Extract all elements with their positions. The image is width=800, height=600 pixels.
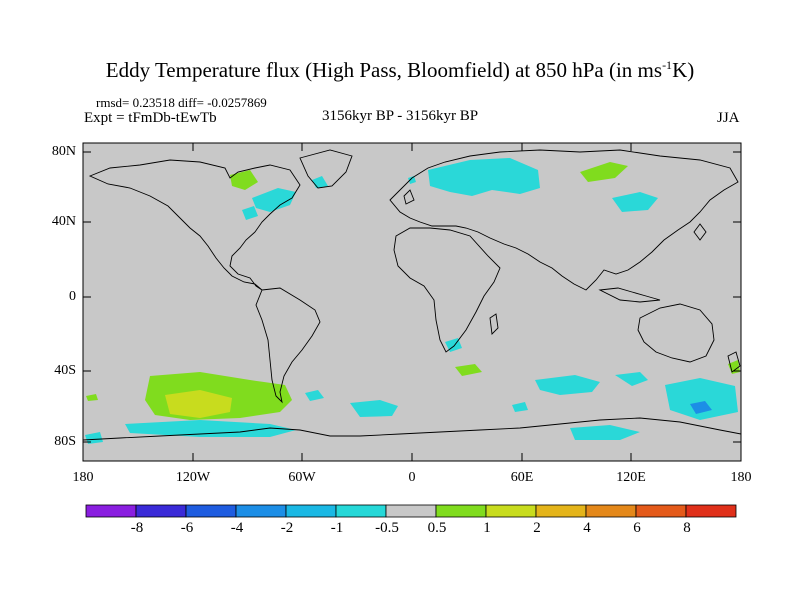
colorbar-swatch	[535, 504, 587, 518]
antarctic-cyan-patch-2	[512, 402, 528, 412]
colorbar-swatch	[185, 504, 237, 518]
colorbar-swatch	[335, 504, 387, 518]
australia-south-cyan-patch	[665, 378, 738, 420]
lon-label-120e: 120E	[616, 470, 646, 485]
lat-label-80s: 80S	[54, 434, 76, 449]
colorbar-swatch	[285, 504, 337, 518]
lon-label-120w: 120W	[175, 470, 211, 485]
southern-pacific-cyan-patch	[125, 420, 296, 437]
lat-label-40s: 40S	[54, 363, 76, 378]
colorbar	[85, 504, 737, 518]
uk-coastline	[403, 189, 415, 205]
canada-cyan-patch	[252, 188, 296, 212]
colorbar-label: -8	[130, 520, 144, 536]
coastlines	[82, 149, 742, 441]
colorbar-swatch	[435, 504, 487, 518]
colorbar-label: -1	[330, 520, 344, 536]
lon-label-60w: 60W	[288, 470, 316, 485]
south-indian-green-patch	[455, 364, 482, 376]
south-indian-cyan-patch	[535, 375, 600, 395]
colorbar-label: 1	[483, 520, 491, 536]
colorbar-label: -6	[180, 520, 194, 536]
north-america-coastline	[88, 159, 301, 291]
colorbar-label: 4	[583, 520, 591, 536]
new-zealand-coastline	[727, 351, 741, 373]
colorbar-swatch	[635, 504, 687, 518]
scandinavia-cyan-patch	[428, 158, 540, 196]
eurasia-coastline	[389, 149, 739, 291]
period-label: 3156kyr BP - 3156kyr BP	[322, 108, 479, 124]
anomaly-patches	[85, 158, 740, 444]
colorbar-label: 2	[533, 520, 541, 536]
south-indian-cyan-patch-2	[615, 372, 648, 386]
greenland-coastline	[299, 149, 353, 189]
antarctic-cyan-patch-3	[85, 432, 103, 444]
colorbar-label: 6	[633, 520, 641, 536]
europe-small-cyan	[408, 176, 416, 184]
season-label: JJA	[717, 110, 740, 126]
lat-label-80n: 80N	[51, 144, 76, 159]
australia-coastline	[637, 303, 715, 363]
japan-coastline	[693, 223, 707, 241]
southern-pacific-yellow-patch	[165, 390, 232, 418]
experiment-label: Expt = tFmDb-tEwTb	[84, 110, 217, 126]
colorbar-swatch	[85, 504, 137, 518]
colorbar-swatch	[585, 504, 637, 518]
colorbar-label: 8	[683, 520, 691, 536]
south-america-coastline	[255, 287, 321, 404]
australia-south-blue-patch	[690, 401, 712, 414]
lon-label-60e: 60E	[510, 470, 534, 485]
labrador-cyan-patch	[242, 206, 258, 220]
south-atlantic-small-cyan	[305, 390, 324, 401]
lon-label-180w: 180	[72, 470, 94, 485]
lon-label-0: 0	[408, 470, 416, 485]
hudson-bay-green-patch	[230, 170, 258, 190]
map-ticks	[83, 143, 741, 461]
colorbar-swatch	[385, 504, 437, 518]
antarctica-coastline	[82, 417, 742, 441]
antarctic-cyan-patch-1	[570, 425, 640, 440]
colorbar-label: -0.5	[375, 520, 399, 536]
colorbar-swatch	[485, 504, 537, 518]
map-title: Eddy Temperature flux (High Pass, Bloomf…	[105, 58, 695, 82]
indonesia-coastline	[598, 287, 661, 303]
colorbar-swatch	[135, 504, 187, 518]
south-atlantic-cyan-patch	[350, 400, 398, 417]
mongolia-cyan-patch	[612, 192, 658, 212]
lon-label-180e: 180	[730, 470, 752, 485]
colorbar-swatch	[235, 504, 287, 518]
colorbar-label: -4	[230, 520, 244, 536]
colorbar-swatch	[685, 504, 737, 518]
lat-label-0: 0	[69, 289, 76, 304]
lat-label-40n: 40N	[51, 214, 76, 229]
east-siberia-green-patch	[580, 162, 628, 182]
colorbar-label: 0.5	[427, 520, 447, 536]
africa-coastline	[393, 227, 501, 353]
madagascar-coastline	[489, 313, 499, 335]
sw-pacific-green-patch	[86, 394, 98, 401]
stats-label: rmsd= 0.23518 diff= -0.0257869	[96, 95, 267, 110]
colorbar-label: -2	[280, 520, 294, 536]
